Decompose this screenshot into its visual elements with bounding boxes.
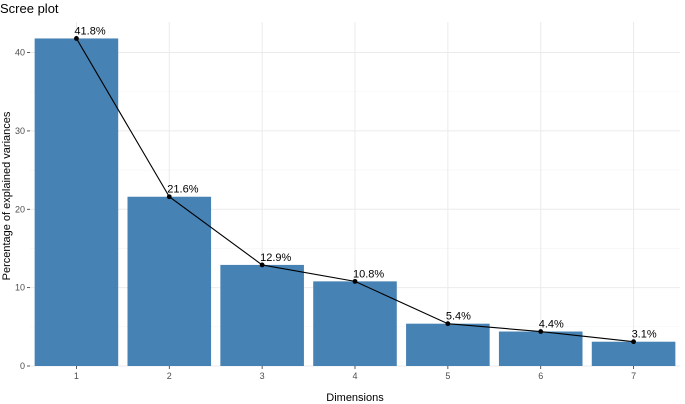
- data-point: [166, 194, 172, 200]
- data-label: 10.8%: [353, 268, 384, 280]
- data-label: 4.4%: [539, 319, 564, 331]
- chart-title: Scree plot: [0, 1, 59, 16]
- x-axis-title: Dimensions: [326, 392, 384, 404]
- data-point: [538, 329, 544, 334]
- y-tick-label: 30: [15, 126, 25, 136]
- data-label: 5.4%: [446, 311, 471, 323]
- y-tick-label: 0: [20, 361, 25, 371]
- data-label: 3.1%: [632, 329, 657, 341]
- y-tick-label: 20: [15, 204, 25, 214]
- bar: [127, 196, 212, 366]
- bar: [591, 341, 676, 366]
- ticks: 0 10 20 30 40 1 2 3 4 5 6 7: [15, 48, 636, 381]
- data-point: [259, 262, 265, 268]
- x-tick-label: 2: [167, 371, 172, 381]
- x-tick-label: 4: [352, 371, 357, 381]
- bar: [313, 281, 397, 366]
- x-tick-label: 1: [74, 371, 79, 381]
- x-tick-label: 7: [631, 371, 636, 381]
- data-point: [74, 36, 79, 41]
- data-labels: 41.8% 21.6% 12.9% 10.8% 5.4% 4.4% 3.1%: [74, 25, 656, 340]
- line-overlay: [74, 36, 636, 345]
- y-tick-label: 40: [15, 48, 25, 58]
- data-point: [445, 321, 451, 327]
- y-tick-label: 10: [15, 283, 25, 293]
- data-point: [352, 278, 358, 284]
- data-label: 21.6%: [167, 184, 198, 196]
- y-axis-title: Percentage of explained variances: [1, 111, 13, 280]
- bar: [220, 264, 304, 366]
- data-label: 41.8%: [74, 25, 105, 37]
- x-tick-label: 3: [260, 371, 265, 381]
- bar: [498, 331, 583, 366]
- x-tick-label: 6: [538, 371, 543, 381]
- bar: [406, 323, 490, 366]
- bars: [34, 38, 676, 367]
- x-tick-label: 5: [445, 371, 450, 381]
- bar: [34, 38, 119, 367]
- data-point: [631, 339, 636, 345]
- data-label: 12.9%: [260, 252, 291, 264]
